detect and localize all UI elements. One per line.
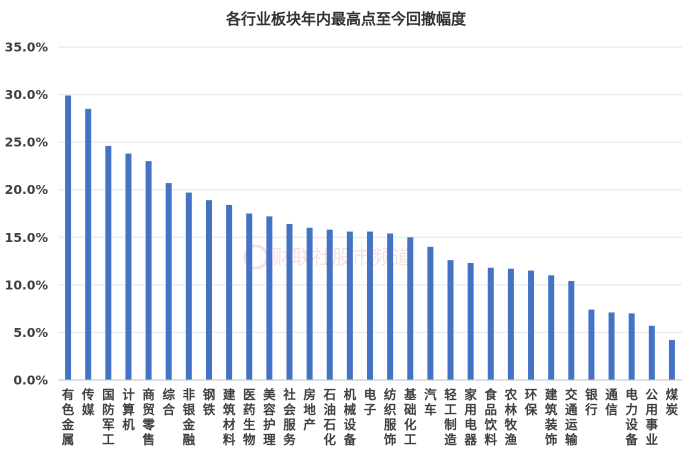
x-tick-label: 家用电器 <box>463 387 477 447</box>
bar <box>226 204 233 380</box>
x-tick-label: 美容护理 <box>262 387 276 447</box>
x-tick-label: 公用事业 <box>645 387 659 447</box>
x-tick-label: 综合 <box>162 387 175 417</box>
y-tick-label: 25.0% <box>5 135 49 150</box>
bar <box>165 183 172 380</box>
bar <box>105 145 112 380</box>
bar <box>427 246 434 380</box>
y-tick-label: 5.0% <box>13 325 48 340</box>
x-tick-label: 食品饮料 <box>484 387 498 447</box>
x-tick-label: 石油石化 <box>322 387 336 447</box>
x-tick-label: 机械设备 <box>343 387 357 447</box>
bar <box>266 216 273 380</box>
bar <box>648 325 655 380</box>
x-tick-label: 交通运输 <box>565 387 578 447</box>
bar <box>668 340 675 380</box>
bars <box>65 95 675 380</box>
bar <box>447 260 454 380</box>
y-tick-label: 20.0% <box>5 182 49 197</box>
x-tick-label: 基础化工 <box>403 387 417 447</box>
x-tick-label: 纺织服饰 <box>383 387 397 447</box>
bar <box>608 312 615 380</box>
x-tick-label: 电力设备 <box>624 387 638 447</box>
bar <box>548 275 555 380</box>
bar <box>467 262 474 380</box>
bar <box>628 313 635 380</box>
x-tick-label: 非银金融 <box>182 387 196 447</box>
x-tick-label: 电子 <box>364 387 377 417</box>
y-tick-label: 10.0% <box>5 277 49 292</box>
y-tick-label: 15.0% <box>5 230 49 245</box>
y-tick-label: 0.0% <box>13 373 48 388</box>
x-tick-label: 建筑材料 <box>222 387 236 447</box>
bar <box>85 108 92 380</box>
bar <box>568 281 575 380</box>
bar <box>367 231 373 380</box>
bar <box>286 223 293 380</box>
x-tick-label: 银行 <box>584 387 598 417</box>
x-tick-label: 医药生物 <box>243 387 256 447</box>
bar <box>407 237 414 380</box>
x-tick-label: 汽车 <box>424 387 437 417</box>
bar <box>205 200 212 380</box>
x-tick-label: 通信 <box>605 387 618 417</box>
bar <box>507 268 514 380</box>
bar <box>246 213 253 380</box>
bar <box>65 95 72 380</box>
bar <box>487 267 494 380</box>
chart-title: 各行业板块年内最高点至今回撤幅度 <box>225 10 467 28</box>
bar <box>387 233 394 380</box>
x-tick-label: 钢铁 <box>203 387 216 417</box>
x-tick-label: 环保 <box>524 387 538 417</box>
bar <box>125 153 132 380</box>
x-axis-ticks: 有色金属传媒国防军工计算机商贸零售综合非银金融钢铁建筑材料医药生物美容护理社会服… <box>61 387 679 447</box>
x-tick-label: 社会服务 <box>282 387 296 447</box>
x-tick-label: 建筑装饰 <box>544 387 558 447</box>
x-tick-label: 商贸零售 <box>141 387 155 447</box>
bar <box>185 192 192 380</box>
x-tick-label: 有色金属 <box>61 387 75 447</box>
bar <box>306 227 313 380</box>
bar <box>346 231 353 380</box>
x-tick-label: 轻工制造 <box>444 387 457 447</box>
y-tick-label: 30.0% <box>5 87 49 102</box>
y-tick-label: 35.0% <box>5 40 49 55</box>
x-tick-label: 计算机 <box>122 387 135 432</box>
bar <box>528 270 535 380</box>
x-tick-label: 国防军工 <box>102 387 115 447</box>
bar <box>326 229 333 380</box>
x-tick-label: 房地产 <box>303 387 316 432</box>
bar <box>145 161 152 380</box>
x-tick-label: 农林牧渔 <box>504 387 518 447</box>
y-axis-ticks: 0.0% 5.0% 10.0% 15.0% 20.0% 25.0% 30.0% 35.0% <box>5 40 49 388</box>
bar <box>588 309 595 380</box>
x-tick-label: 传媒 <box>81 387 95 417</box>
x-tick-label: 煤炭 <box>666 387 679 417</box>
